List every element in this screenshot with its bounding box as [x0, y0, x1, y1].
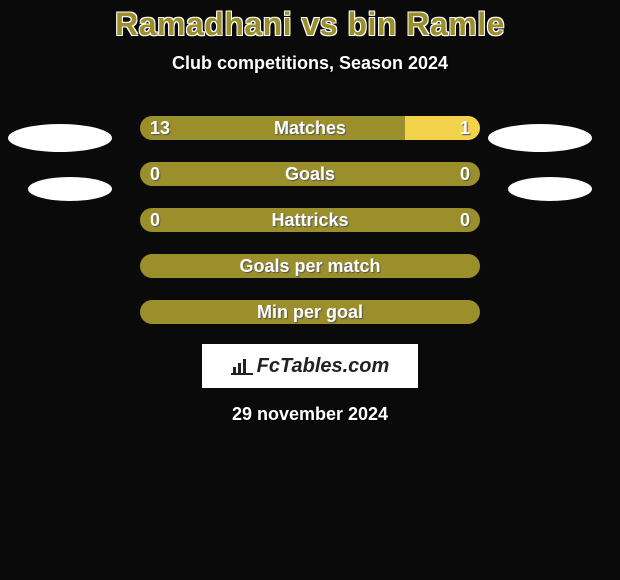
- stat-row: Min per goal: [0, 300, 620, 324]
- stat-row: Goals per match: [0, 254, 620, 278]
- stat-label: Hattricks: [140, 208, 480, 232]
- stat-value-right: 0: [460, 208, 470, 232]
- stat-label: Matches: [140, 116, 480, 140]
- page-title: Ramadhani vs bin Ramle: [0, 0, 620, 43]
- team-badge: [8, 124, 112, 152]
- stat-label: Goals per match: [140, 254, 480, 278]
- logo: FcTables.com: [231, 355, 390, 378]
- logo-text: FcTables.com: [257, 355, 390, 378]
- stat-value-right: 0: [460, 162, 470, 186]
- logo-box: FcTables.com: [202, 344, 418, 388]
- stat-row: 0 Hattricks 0: [0, 208, 620, 232]
- date-line: 29 november 2024: [0, 404, 620, 425]
- stat-value-right: 1: [460, 116, 470, 140]
- subtitle: Club competitions, Season 2024: [0, 53, 620, 74]
- team-badge: [508, 177, 592, 201]
- team-badge: [28, 177, 112, 201]
- team-badge: [488, 124, 592, 152]
- stat-label: Goals: [140, 162, 480, 186]
- bar-chart-icon: [231, 357, 253, 375]
- stat-label: Min per goal: [140, 300, 480, 324]
